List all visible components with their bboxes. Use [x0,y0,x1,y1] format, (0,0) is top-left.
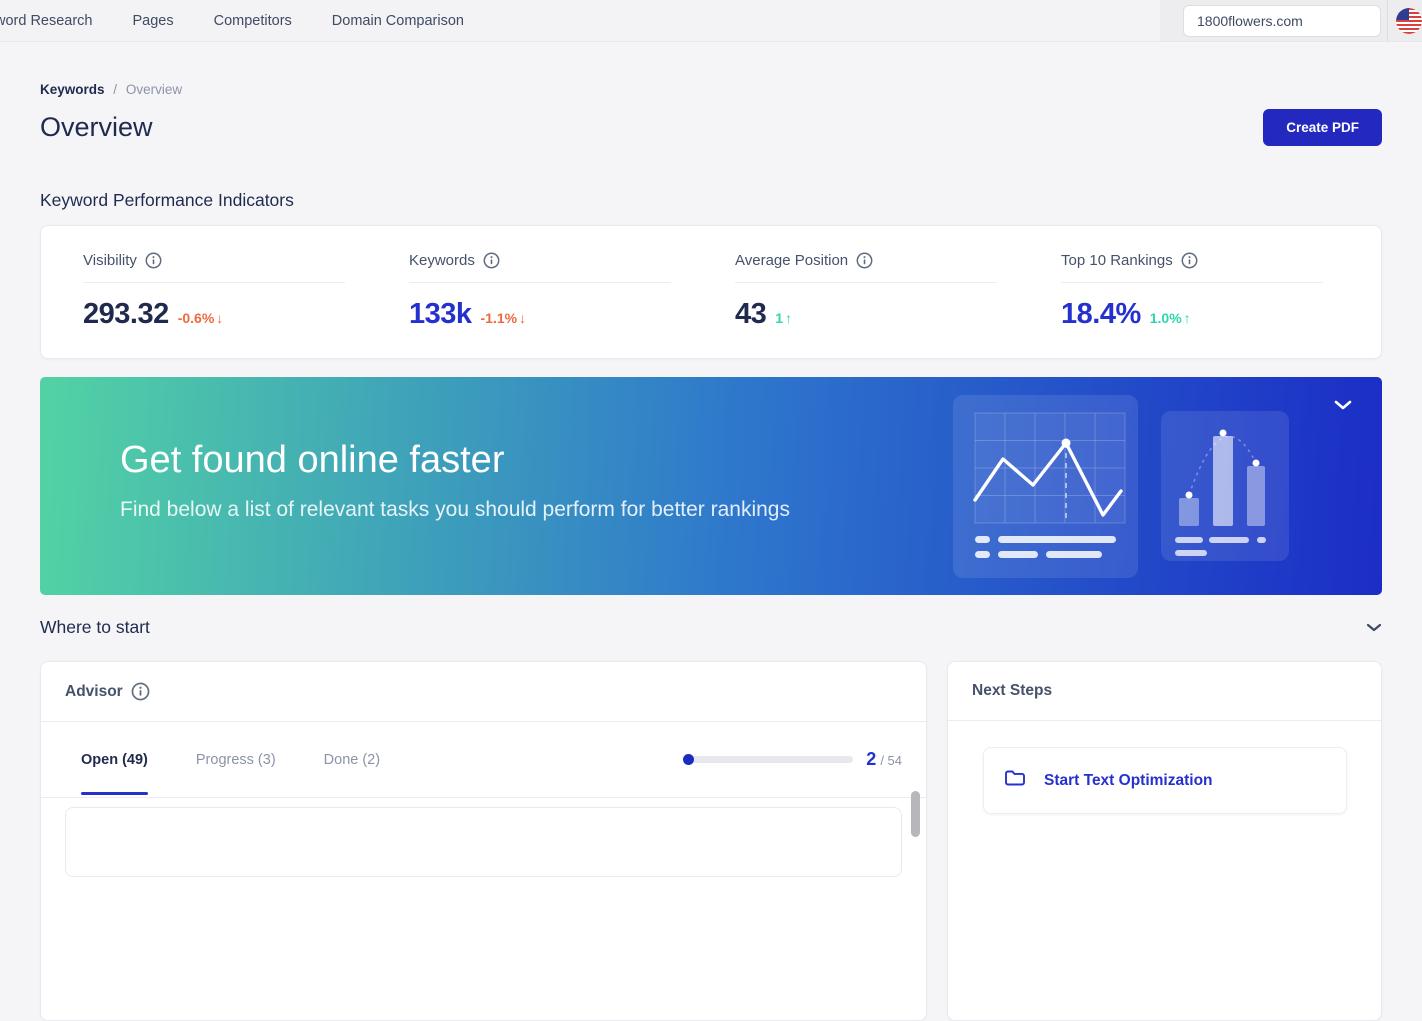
kpi-visibility: Visibility 293.32 -0.6% ↓ [59,226,385,358]
kpi-label-top10-rankings: Top 10 Rankings [1061,252,1173,269]
folder-icon [1004,769,1026,792]
kpi-value-visibility: 293.32 [83,298,169,330]
advisor-tabs-row: Open (49) Progress (3) Done (2) [41,722,926,798]
active-tab-underline [81,791,148,795]
create-pdf-button[interactable]: Create PDF [1263,109,1382,146]
breadcrumb: Keywords / Overview [40,82,1382,97]
breadcrumb-separator: / [113,82,118,97]
banner-subtitle: Find below a list of relevant tasks you … [120,498,790,521]
info-icon[interactable] [131,682,150,701]
nav-item-pages[interactable]: Pages [132,12,174,29]
advisor-title: Advisor [65,682,123,700]
arrow-up-icon: ↑ [1183,310,1191,326]
divider [1387,0,1388,41]
tab-done[interactable]: Done (2) [323,751,381,768]
kpi-card: Visibility 293.32 -0.6% ↓ Keywords 133k [40,225,1382,359]
kpi-change-top10-rankings: 1.0% ↑ [1149,310,1191,326]
kpi-value-top10-rankings: 18.4% [1061,298,1141,330]
us-flag-icon[interactable] [1396,7,1422,34]
advisor-card-header: Advisor [41,662,926,722]
progress-bar [683,754,854,765]
bar-chart-illustration [1161,411,1289,561]
page-title: Overview [40,112,153,142]
divider [83,282,345,283]
tab-progress[interactable]: Progress (3) [195,751,276,768]
banner-collapse-chevron-icon[interactable] [1334,397,1352,415]
kpi-label-average-position: Average Position [735,252,849,269]
where-to-start-title: Where to start [40,617,150,637]
domain-value: 1800flowers.com [1197,12,1303,29]
line-chart-illustration [953,395,1138,578]
kpi-label-visibility: Visibility [83,252,137,269]
progress-thumb [683,754,695,765]
advisor-progress: 2 / 54 [683,749,902,770]
advisor-task-item[interactable] [65,807,902,877]
arrow-down-icon: ↓ [216,310,224,326]
advisor-scrollbar[interactable] [911,791,920,837]
progress-total: / 54 [880,753,902,768]
top-navigation-bar: Keyword Research Pages Competitors Domai… [0,0,1422,42]
advisor-promo-banner: Get found online faster Find below a lis… [40,377,1382,595]
arrow-down-icon: ↓ [519,310,527,326]
progress-done: 2 [866,749,877,769]
section-collapse-chevron-icon[interactable] [1366,623,1382,632]
breadcrumb-keywords[interactable]: Keywords [40,82,105,97]
advisor-tabs: Open (49) Progress (3) Done (2) [81,722,380,798]
kpi-change-average-position: 1 ↑ [775,310,793,326]
arrow-up-icon: ↑ [785,310,793,326]
kpi-keywords: Keywords 133k -1.1% ↓ [385,226,711,358]
nav-item-domain-comparison[interactable]: Domain Comparison [331,12,464,29]
kpi-average-position: Average Position 43 1 ↑ [711,226,1037,358]
main-content: Keywords / Overview Overview Create PDF … [0,82,1422,1021]
info-icon[interactable] [483,252,500,269]
where-to-start-row: Where to start [40,617,1382,638]
breadcrumb-overview: Overview [125,82,183,97]
divider [735,282,997,283]
domain-selector[interactable]: 1800flowers.com [1183,4,1381,37]
top-nav-items: Keyword Research Pages Competitors Domai… [0,13,464,29]
next-steps-card: Next Steps Start Text Optimization [947,661,1382,1021]
info-icon[interactable] [1181,252,1198,269]
kpi-change-keywords: -1.1% ↓ [480,310,527,326]
kpi-top10-rankings: Top 10 Rankings 18.4% 1.0% ↑ [1037,226,1363,358]
bottom-columns: Advisor Open (49) Progress (3) [40,661,1382,1021]
info-icon[interactable] [856,252,873,269]
advisor-card: Advisor Open (49) Progress (3) [40,661,927,1021]
info-icon[interactable] [145,252,162,269]
kpi-value-keywords: 133k [409,298,472,330]
next-step-label: Start Text Optimization [1044,771,1213,789]
progress-count: 2 / 54 [866,749,902,770]
next-step-item[interactable]: Start Text Optimization [983,747,1347,814]
nav-item-competitors[interactable]: Competitors [213,12,292,29]
kpi-value-average-position: 43 [735,298,767,330]
nav-item-keyword-research[interactable]: Keyword Research [0,12,93,29]
next-steps-header: Next Steps [948,662,1381,721]
kpi-change-visibility: -0.6% ↓ [177,310,224,326]
kpi-section-title: Keyword Performance Indicators [40,190,294,210]
kpi-label-keywords: Keywords [409,252,475,269]
tab-open[interactable]: Open (49) [81,722,148,798]
divider [409,282,671,283]
banner-title: Get found online faster [120,439,505,481]
next-steps-title: Next Steps [972,682,1053,699]
divider [1061,282,1323,283]
title-row: Overview Create PDF [40,109,1382,146]
domain-selector-panel: 1800flowers.com [1160,0,1422,41]
